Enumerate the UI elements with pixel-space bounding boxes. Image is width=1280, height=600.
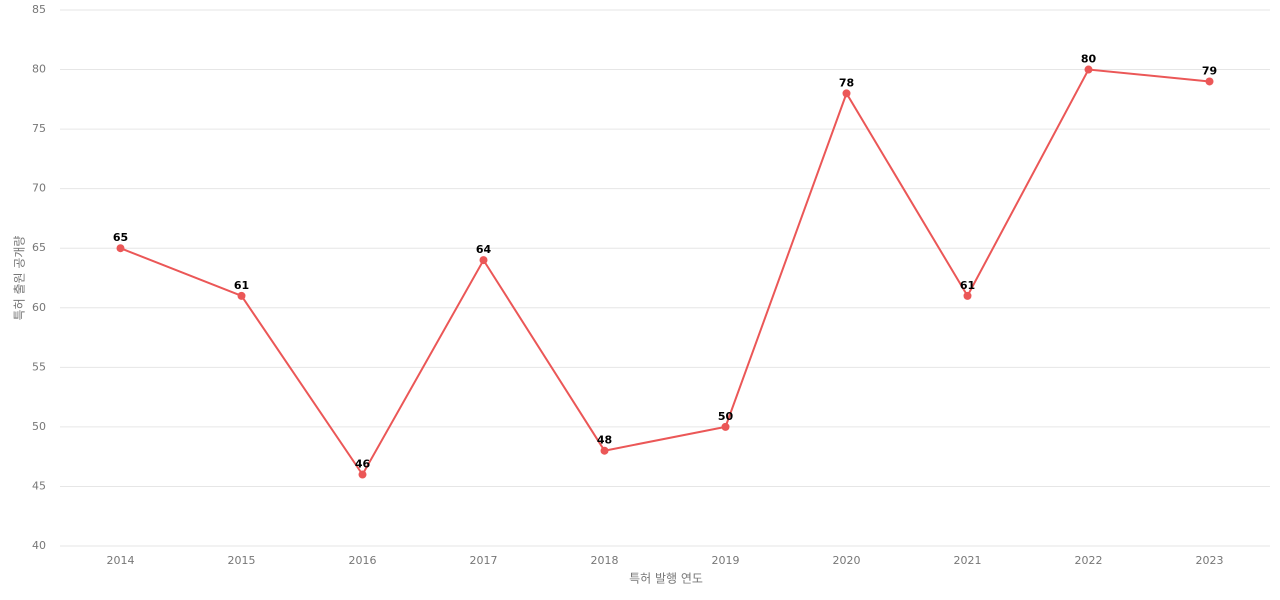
y-tick-label: 40 — [32, 539, 46, 552]
point — [237, 291, 246, 300]
point — [116, 244, 125, 253]
x-axis-title: 특허 발행 연도 — [629, 571, 703, 586]
point — [1205, 77, 1214, 86]
point — [721, 422, 730, 431]
x-tick-label: 2020 — [833, 554, 861, 567]
point — [600, 446, 609, 455]
point — [1084, 65, 1093, 74]
x-tick-label: 2016 — [349, 554, 377, 567]
point — [842, 89, 851, 98]
x-tick-label: 2019 — [712, 554, 740, 567]
line — [120, 68, 1210, 477]
x-tick-label: 2018 — [591, 554, 619, 567]
x-tick-label: 2023 — [1196, 554, 1224, 567]
y-tick-label: 60 — [32, 301, 46, 314]
data-label: 50 — [718, 410, 734, 423]
y-tick-label: 50 — [32, 420, 46, 433]
y-axis-title: 특허 출원 공개량 — [13, 236, 27, 321]
x-tick-label: 2021 — [954, 554, 982, 567]
x-tick-label: 2014 — [107, 554, 135, 567]
data-label: 61 — [234, 279, 249, 292]
data-label: 48 — [597, 434, 612, 447]
y-tick-label: 85 — [32, 3, 46, 16]
x-tick-label: 2017 — [470, 554, 498, 567]
point — [479, 256, 488, 265]
point — [358, 470, 367, 479]
data-label: 64 — [476, 243, 492, 256]
y-tick-label: 55 — [32, 360, 46, 373]
data-label: 65 — [113, 231, 128, 244]
point — [963, 291, 972, 300]
data-label: 78 — [839, 76, 854, 89]
x-tick-label: 2022 — [1075, 554, 1103, 567]
x-tick-label: 2015 — [228, 554, 256, 567]
y-tick-label: 80 — [32, 63, 46, 76]
data-label: 80 — [1081, 53, 1097, 66]
y-tick-label: 75 — [32, 122, 46, 135]
y-tick-label: 65 — [32, 241, 46, 254]
y-tick-label: 45 — [32, 479, 46, 492]
data-label: 79 — [1202, 64, 1217, 77]
data-label: 46 — [355, 458, 371, 471]
y-tick-label: 70 — [32, 182, 46, 195]
data-label: 61 — [960, 279, 975, 292]
